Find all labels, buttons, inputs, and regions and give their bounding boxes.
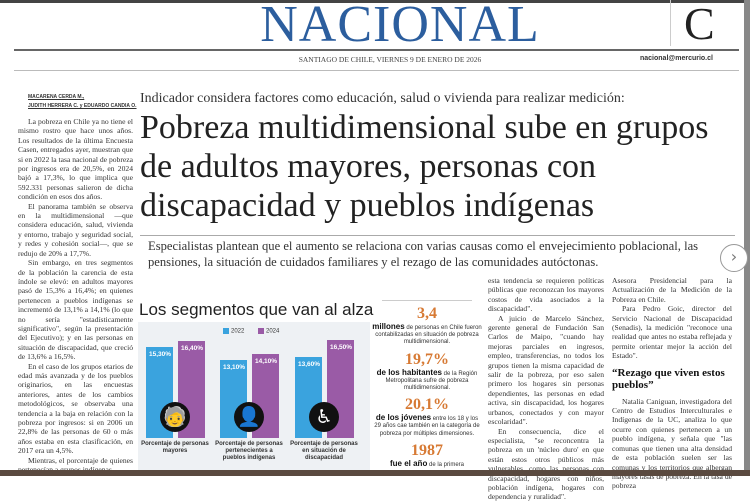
- paragraph: Sin embargo, en tres segmentos de la pob…: [18, 258, 133, 362]
- stat-bold: fue el año: [389, 458, 428, 468]
- divider: [14, 70, 739, 71]
- chevron-right-icon: ›: [730, 247, 738, 266]
- paragraph: Para Pedro Goic, director del Servicio N…: [612, 304, 732, 361]
- data-label: 15,30%: [148, 351, 172, 359]
- section-title: NACIONAL: [260, 0, 540, 53]
- stat-bold: de los habitantes: [376, 367, 442, 377]
- legend-2024: 2024: [258, 328, 279, 335]
- data-label: 16,50%: [329, 344, 353, 351]
- lead: Especialistas plantean que el aumento se…: [148, 239, 699, 269]
- wheelchair-icon: ♿: [309, 402, 339, 432]
- stat-desc: de la primera: [427, 461, 465, 468]
- top-border: [0, 0, 750, 3]
- stat-text: de los habitantes de la Región Metropoli…: [372, 367, 482, 393]
- stat-number: 3,4: [417, 305, 437, 322]
- paragraph: La pobreza en Chile ya no tiene el mismo…: [18, 117, 133, 202]
- legend-swatch: [258, 328, 264, 334]
- stat-bold: millones: [372, 322, 405, 331]
- divider: [140, 235, 735, 236]
- article-column-4: Asesora Presidencial para la Actualizaci…: [612, 276, 732, 491]
- section-letter: C: [684, 0, 715, 49]
- paragraph: En el caso de los grupos etarios de edad…: [18, 361, 133, 456]
- stat-text: de los jóvenes entre los 18 y los 29 año…: [372, 414, 482, 438]
- paragraph: esta tendencia se requieren políticas pú…: [488, 276, 604, 314]
- indigenous-person-icon: 👤: [234, 402, 264, 432]
- paragraph: El panorama también se observa en la mul…: [18, 201, 133, 258]
- stat-text: millones de personas en Chile fueron con…: [372, 323, 482, 347]
- divider: [670, 0, 671, 46]
- viewer-edge: [744, 0, 750, 476]
- headline: Pobreza multidimensional sube en grupos …: [140, 109, 709, 224]
- bottom-border: [0, 470, 750, 476]
- category-label: Porcentaje de personas en situación de d…: [290, 441, 358, 461]
- section-email: nacional@mercurio.cl: [640, 55, 713, 62]
- stat-number: 20,1%: [405, 396, 449, 414]
- byline: MACARENA CERDA M.,: [28, 94, 85, 100]
- article-column-1: La pobreza en Chile ya no tiene el mismo…: [18, 117, 133, 474]
- data-label: 13,60%: [297, 361, 321, 369]
- data-label: 14,10%: [254, 358, 278, 366]
- paragraph: En consecuencia, dice el especialista, "…: [488, 426, 604, 502]
- stat-bold: de los jóvenes: [375, 413, 432, 423]
- legend-label: 2022: [231, 328, 245, 335]
- article-column-3: esta tendencia se requieren políticas pú…: [488, 276, 604, 502]
- data-label: 13,10%: [222, 364, 246, 372]
- legend-label: 2024: [266, 328, 280, 335]
- divider: [14, 49, 739, 51]
- bar-chart: 2022 2024 15,30% 16,40% 🧓 Porcentaje de per…: [138, 322, 370, 476]
- byline: JUDITH HERRERA C. y EDUARDO CANDIA O.: [28, 103, 137, 109]
- category-label: Porcentaje de personas mayores: [141, 441, 209, 454]
- paragraph: Mientras, el porcentaje de quienes perte…: [18, 455, 133, 474]
- divider: [382, 300, 472, 301]
- legend-2022: 2022: [223, 328, 244, 335]
- stat-desc: entre los 18 y los 29 años cae también e…: [374, 416, 480, 437]
- legend-swatch: [223, 328, 229, 334]
- kicker: Indicador considera factores como educac…: [140, 91, 625, 106]
- subheading: “Rezago que viven estos pueblos”: [612, 366, 725, 391]
- stat-number: 19,7%: [405, 350, 449, 368]
- paragraph: Natalia Caniguan, investigadora del Cent…: [612, 396, 732, 491]
- category-label: Porcentaje de personas pertenecientes a …: [215, 441, 283, 461]
- stat-text: fue el año de la primera: [372, 458, 482, 469]
- next-page-button[interactable]: ›: [720, 244, 748, 272]
- elderly-person-icon: 🧓: [160, 402, 190, 432]
- paragraph: A juicio de Marcelo Sánchez, gerente gen…: [488, 313, 604, 427]
- data-label: 16,40%: [180, 344, 204, 352]
- stat-desc: de personas en Chile fueron contabilizad…: [375, 325, 482, 346]
- dateline: SANTIAGO DE CHILE, VIERNES 9 DE ENERO DE…: [298, 55, 482, 64]
- stat-number: 1987: [411, 441, 443, 459]
- stat-desc: de la Región Metropolitana sufre de pobr…: [385, 370, 478, 392]
- stats-column: 3,4 millones de personas en Chile fueron…: [372, 300, 482, 469]
- chart-title: Los segmentos que van al alza: [139, 300, 374, 319]
- paragraph: Asesora Presidencial para la Actualizaci…: [612, 276, 732, 304]
